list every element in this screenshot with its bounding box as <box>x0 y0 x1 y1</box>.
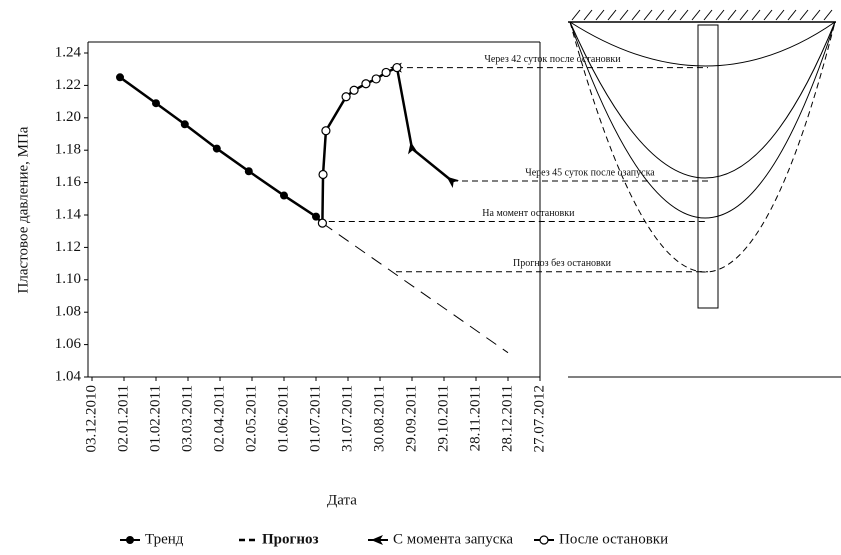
x-tick-label: 29.09.2011 <box>403 385 419 452</box>
data-point <box>317 218 327 228</box>
data-point <box>349 85 359 95</box>
annotation: На момент остановки <box>482 208 575 219</box>
data-point <box>318 169 328 180</box>
y-tick-label: 1.24 <box>55 44 82 60</box>
data-point <box>152 99 160 108</box>
data-point <box>116 73 124 82</box>
x-tick-label: 30.08.2011 <box>371 385 387 452</box>
x-tick-label: 27.07.2012 <box>531 385 547 453</box>
legend-swatch <box>126 536 134 544</box>
y-tick-label: 1.16 <box>55 174 82 190</box>
legend-label: Прогноз <box>262 531 319 547</box>
series-line <box>322 222 509 354</box>
series-line <box>119 76 324 224</box>
x-tick-label: 02.05.2011 <box>243 385 259 452</box>
x-tick-label: 02.04.2011 <box>211 385 227 452</box>
well-diagram <box>568 9 841 378</box>
y-tick-label: 1.22 <box>55 77 81 93</box>
x-tick-label: 28.12.2011 <box>499 385 515 452</box>
y-axis-label: Пластовое давление, МПа <box>15 126 31 293</box>
x-tick-label: 03.12.2010 <box>83 385 99 453</box>
annotation: Через 42 суток после остановки <box>484 54 621 65</box>
data-point <box>312 212 320 221</box>
x-tick-label: 31.07.2011 <box>339 385 355 452</box>
series-line <box>321 66 398 224</box>
annotation: Прогноз без остановки <box>513 258 612 269</box>
y-tick-label: 1.12 <box>55 239 81 255</box>
data-point <box>392 62 402 73</box>
y-tick-label: 1.18 <box>55 142 81 158</box>
data-point <box>381 67 391 78</box>
x-tick-label: 29.10.2011 <box>435 385 451 452</box>
data-point <box>361 79 371 89</box>
y-tick-label: 1.20 <box>55 109 81 125</box>
legend-label: После остановки <box>559 531 668 547</box>
data-point <box>244 167 253 176</box>
x-tick-label: 03.03.2011 <box>179 385 195 452</box>
x-tick-label: 01.07.2011 <box>307 385 323 452</box>
data-point <box>180 120 189 129</box>
data-point <box>321 126 331 136</box>
x-axis-label: Дата <box>327 492 357 508</box>
data-point <box>280 191 288 200</box>
x-tick-label: 02.01.2011 <box>115 385 131 452</box>
data-point <box>446 176 460 189</box>
y-tick-label: 1.10 <box>55 271 81 287</box>
x-tick-label: 01.06.2011 <box>275 385 291 452</box>
annotation: Через 45 суток после озапуска <box>525 167 655 178</box>
data-point <box>341 92 351 102</box>
data-point <box>212 144 221 153</box>
y-tick-label: 1.14 <box>55 206 82 222</box>
data-point <box>371 74 381 84</box>
y-tick-label: 1.06 <box>55 336 82 352</box>
x-tick-label: 28.11.2011 <box>467 385 483 451</box>
y-tick-label: 1.08 <box>55 304 81 320</box>
legend-label: Тренд <box>145 531 184 547</box>
data-point <box>407 141 418 155</box>
y-tick-label: 1.04 <box>55 368 82 384</box>
legend-swatch <box>371 535 383 545</box>
legend-swatch <box>539 535 549 545</box>
x-tick-label: 01.02.2011 <box>147 385 163 452</box>
legend-label: С момента запуска <box>393 531 513 547</box>
series-line <box>395 67 453 182</box>
